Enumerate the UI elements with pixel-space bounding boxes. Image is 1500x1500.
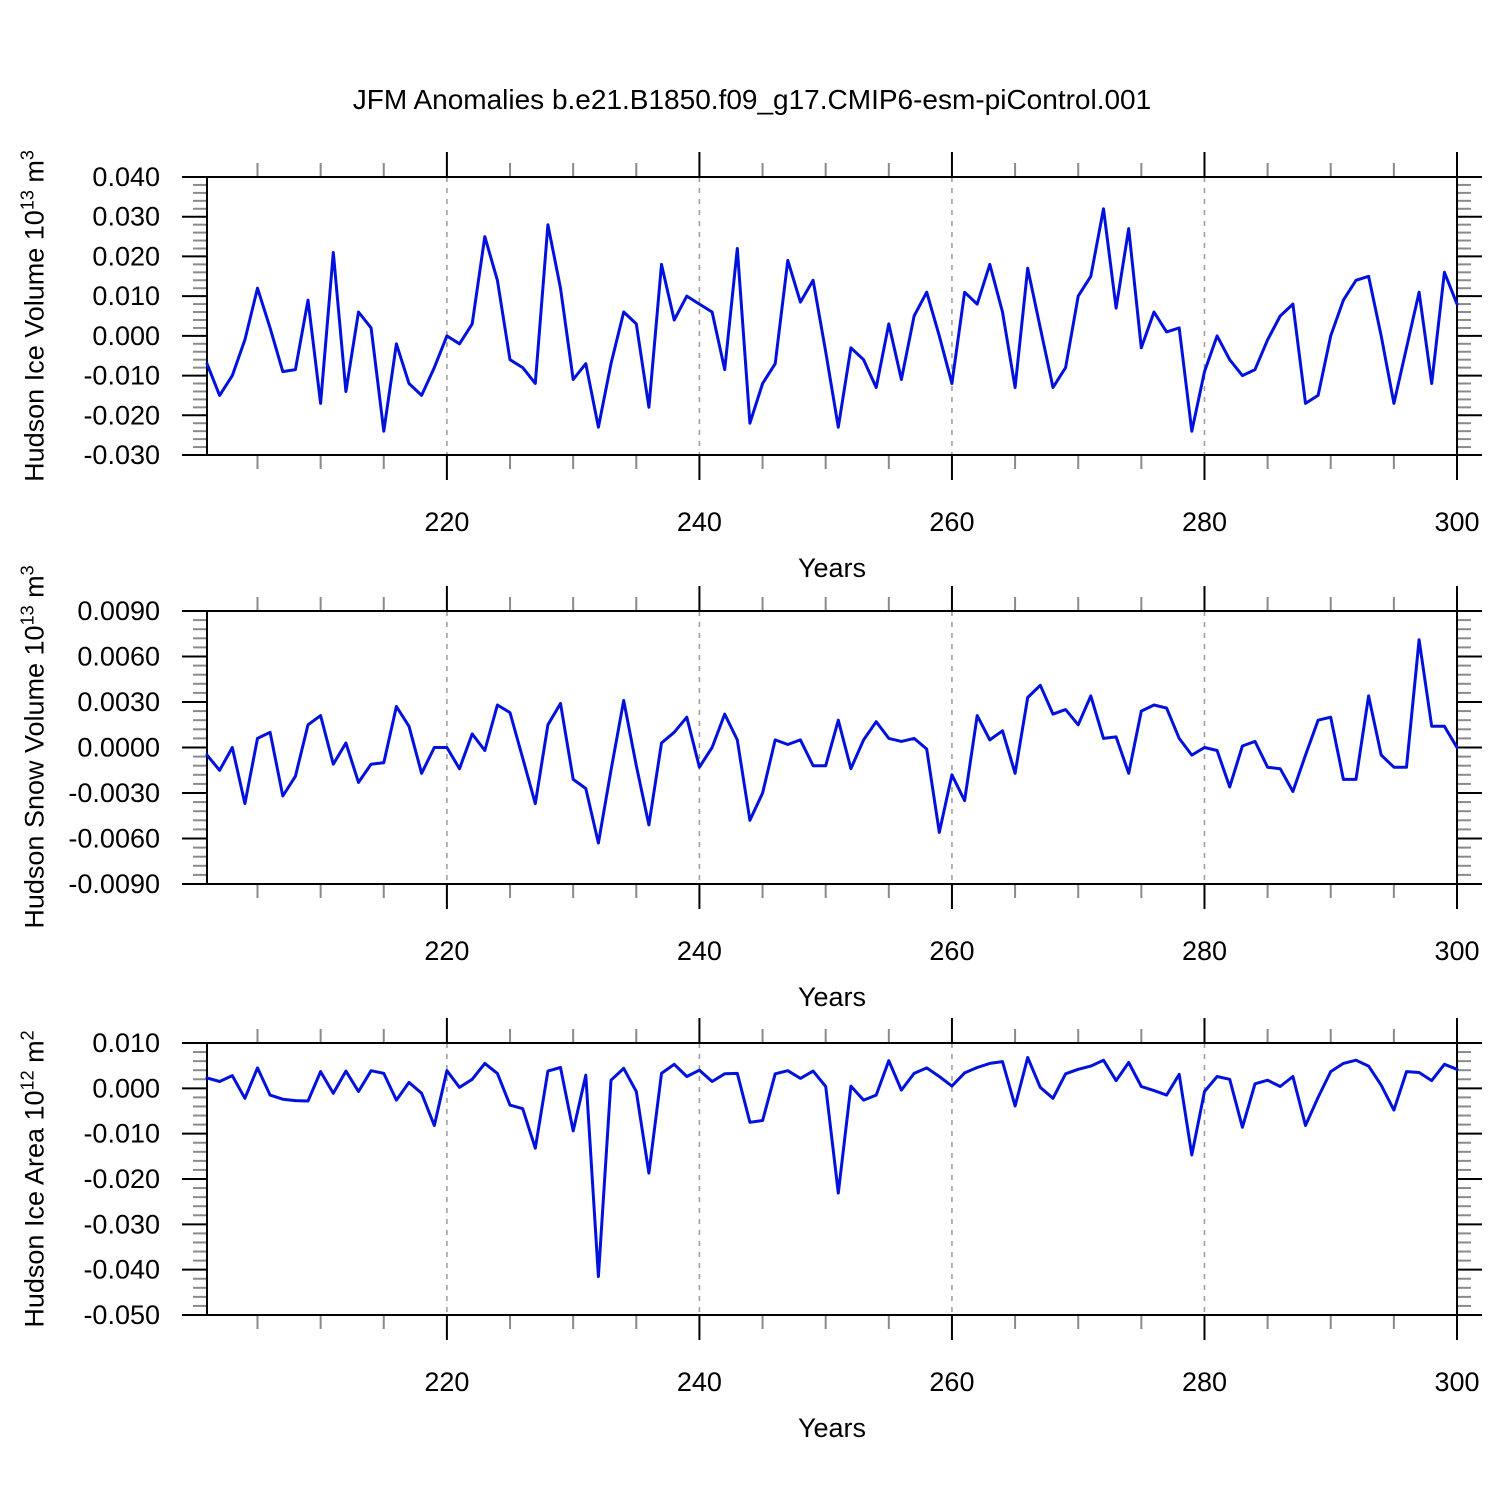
svg-text:300: 300 [1434, 1367, 1479, 1397]
svg-text:-0.040: -0.040 [83, 1255, 160, 1285]
svg-text:260: 260 [929, 936, 974, 966]
svg-text:280: 280 [1182, 507, 1227, 537]
svg-text:-0.030: -0.030 [83, 1209, 160, 1239]
svg-text:0.0000: 0.0000 [77, 733, 160, 763]
svg-text:0.000: 0.000 [92, 321, 160, 351]
ice-volume-plot: 0.040 0.030 0.020 0.010 0.000 -0.010 -0.020 -0.… [83, 152, 1482, 583]
svg-text:220: 220 [424, 1367, 469, 1397]
svg-text:240: 240 [677, 507, 722, 537]
chart-title: JFM Anomalies b.e21.B1850.f09_g17.CMIP6-… [352, 84, 1152, 115]
svg-text:-0.0090: -0.0090 [68, 869, 160, 899]
svg-text:-0.010: -0.010 [83, 361, 160, 391]
svg-text:-0.050: -0.050 [83, 1300, 160, 1330]
svg-text:220: 220 [424, 936, 469, 966]
svg-text:260: 260 [929, 1367, 974, 1397]
svg-text:0.0030: 0.0030 [77, 687, 160, 717]
svg-text:-0.0060: -0.0060 [68, 824, 160, 854]
svg-text:-0.020: -0.020 [83, 400, 160, 430]
svg-text:-0.0030: -0.0030 [68, 778, 160, 808]
svg-text:220: 220 [424, 507, 469, 537]
svg-text:-0.030: -0.030 [83, 440, 160, 470]
svg-text:240: 240 [677, 936, 722, 966]
svg-text:280: 280 [1182, 1367, 1227, 1397]
svg-text:0.000: 0.000 [92, 1073, 160, 1103]
svg-text:280: 280 [1182, 936, 1227, 966]
svg-text:260: 260 [929, 507, 974, 537]
svg-text:0.010: 0.010 [92, 281, 160, 311]
svg-text:0.0090: 0.0090 [77, 596, 160, 626]
svg-text:Years: Years [798, 982, 866, 1012]
svg-text:240: 240 [677, 1367, 722, 1397]
svg-text:0.0060: 0.0060 [77, 642, 160, 672]
ice-area-plot: 0.010 0.000 -0.010 -0.020 -0.030 -0.040 -0.050… [83, 1018, 1482, 1443]
svg-text:Years: Years [798, 1413, 866, 1443]
svg-text:0.010: 0.010 [92, 1028, 160, 1058]
svg-text:300: 300 [1434, 936, 1479, 966]
svg-text:0.030: 0.030 [92, 202, 160, 232]
svg-text:Years: Years [798, 553, 866, 583]
svg-text:0.020: 0.020 [92, 241, 160, 271]
svg-text:0.040: 0.040 [92, 162, 160, 192]
svg-text:-0.010: -0.010 [83, 1119, 160, 1149]
snow-volume-plot: 0.0090 0.0060 0.0030 0.0000 -0.0030 -0.0060 -0… [68, 586, 1482, 1012]
svg-text:-0.020: -0.020 [83, 1164, 160, 1194]
svg-text:300: 300 [1434, 507, 1479, 537]
